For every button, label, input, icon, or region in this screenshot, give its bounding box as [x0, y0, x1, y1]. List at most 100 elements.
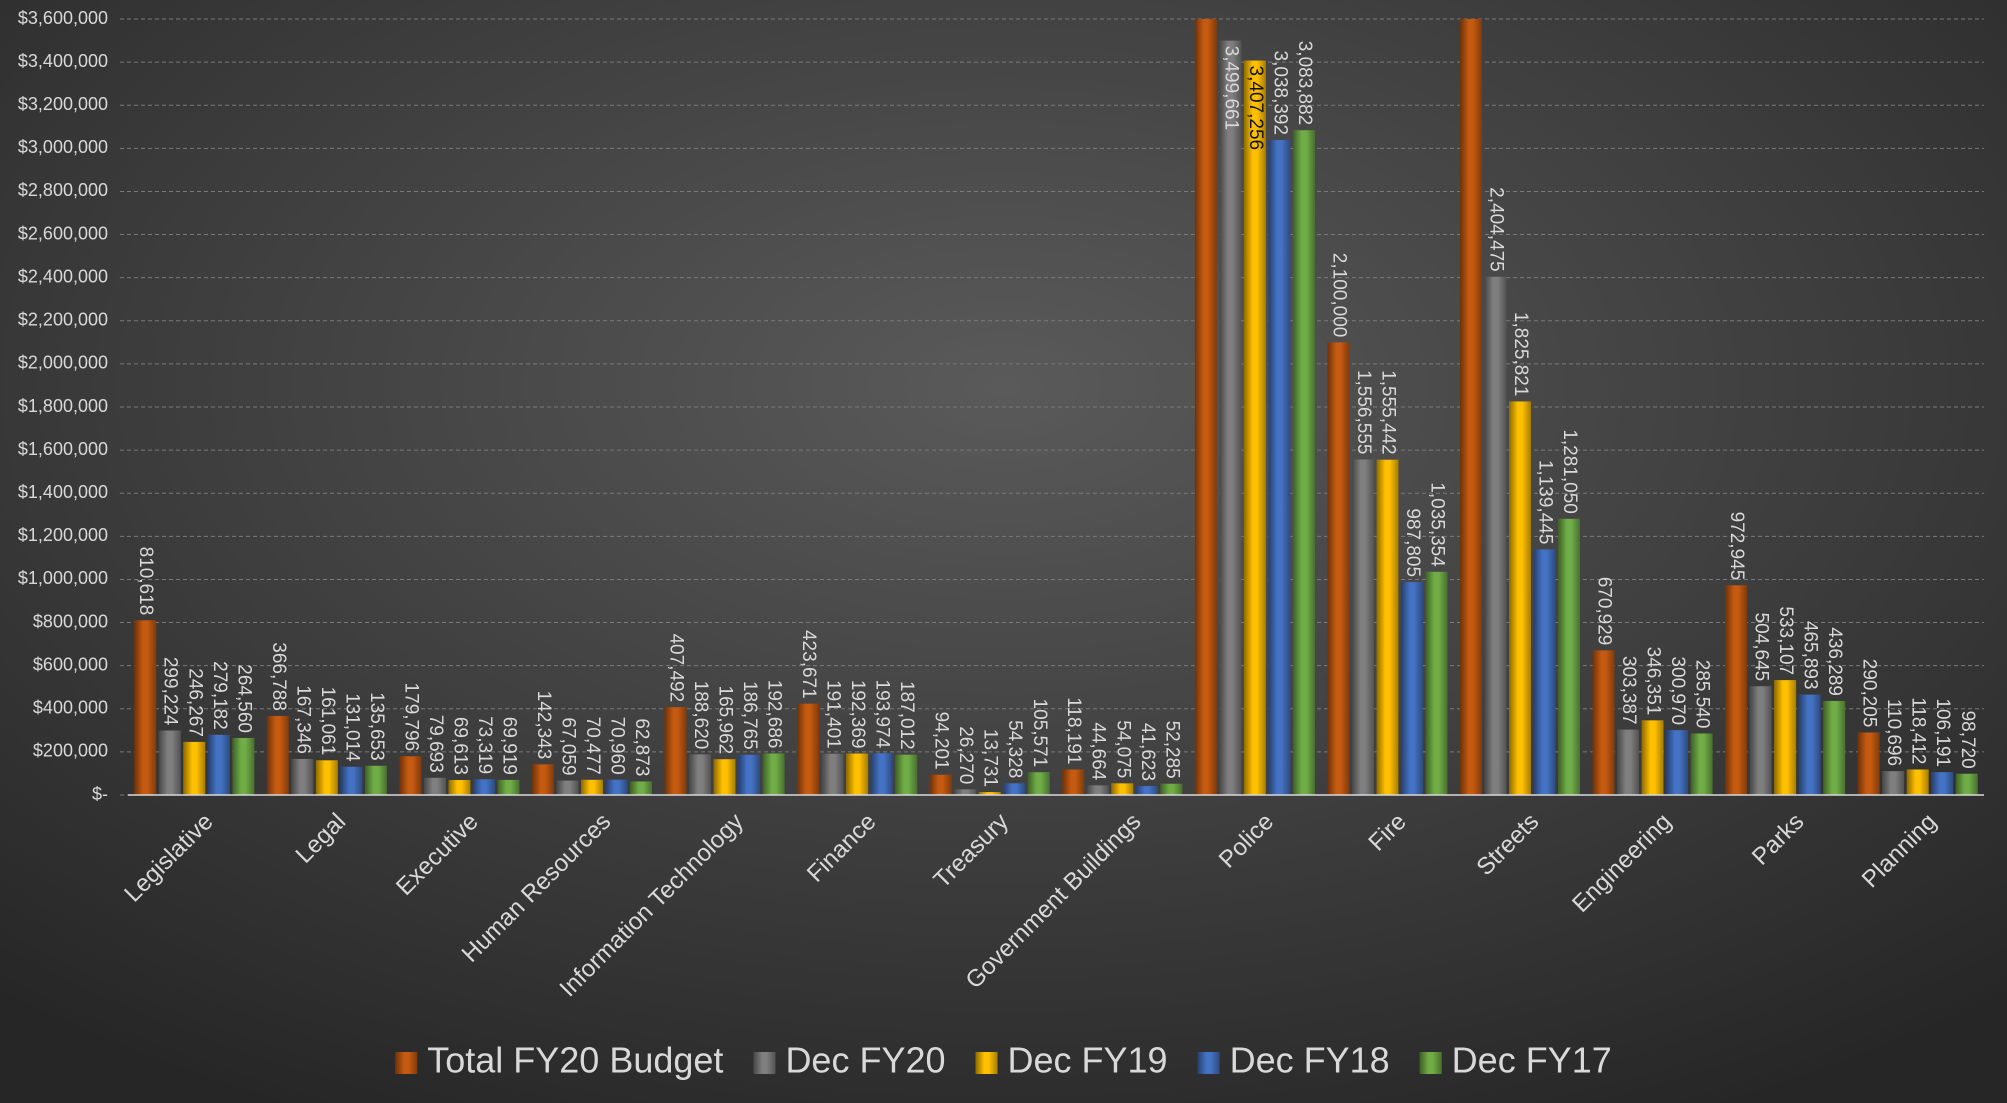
bar-shade — [1194, 19, 1217, 795]
data-label: 465,893 — [1800, 621, 1821, 690]
data-label: 246,267 — [184, 668, 205, 737]
legend-label: Dec FY20 — [785, 1040, 945, 1081]
bar-shade — [315, 760, 338, 795]
bar-shade — [1425, 571, 1448, 795]
data-label: 131,014 — [341, 693, 362, 762]
bar-shade — [1509, 401, 1531, 795]
data-label: 62,873 — [631, 718, 652, 776]
data-label: 3,038,392 — [1269, 51, 1290, 136]
bar-shade — [183, 741, 206, 795]
bar-shade — [1111, 783, 1134, 795]
bar-shade — [1327, 342, 1350, 795]
bar-shade — [1749, 686, 1772, 795]
bar-shade — [1003, 783, 1026, 795]
y-tick-label: $200,000 — [33, 741, 108, 761]
data-label: 54,075 — [1112, 720, 1133, 778]
data-label: 193,974 — [872, 680, 893, 749]
bar-shade — [1592, 650, 1615, 795]
data-label: 1,035,354 — [1426, 482, 1447, 567]
data-label: 161,061 — [317, 687, 338, 756]
data-label: 105,571 — [1029, 699, 1050, 768]
data-label: 70,960 — [607, 717, 628, 775]
data-label: 366,788 — [268, 642, 289, 711]
bar-shade — [1460, 19, 1482, 795]
bar-shade — [1135, 786, 1158, 795]
data-label: 290,205 — [1859, 659, 1880, 728]
data-label: 1,555,442 — [1377, 370, 1398, 455]
bar-shade — [232, 737, 255, 795]
bar-shade — [870, 753, 893, 795]
data-label: 436,289 — [1824, 627, 1845, 696]
legend-swatch-shade — [975, 1052, 998, 1074]
y-tick-label: $2,000,000 — [18, 353, 108, 373]
data-label: 191,401 — [823, 680, 844, 749]
data-label: 70,477 — [582, 717, 603, 775]
bar-shade — [1774, 680, 1797, 795]
bar-shade — [1219, 40, 1242, 796]
bar-shade — [1351, 459, 1374, 795]
bar-shade — [340, 766, 363, 795]
bar-shade — [1857, 732, 1880, 795]
data-label: 299,224 — [160, 657, 181, 726]
legend-swatch-shade — [753, 1052, 776, 1074]
y-tick-label: $2,800,000 — [18, 180, 108, 200]
y-tick-label: $400,000 — [33, 698, 108, 718]
bar-shade — [291, 758, 314, 795]
data-label: 2,100,000 — [1328, 253, 1349, 338]
legend-label: Total FY20 Budget — [427, 1040, 723, 1081]
y-tick-label: $3,600,000 — [18, 8, 108, 28]
bar-shade — [1484, 276, 1507, 796]
bar-shade — [1641, 720, 1664, 795]
y-tick-label: $1,000,000 — [18, 568, 108, 588]
bar-shade — [762, 753, 785, 795]
data-label: 142,343 — [533, 691, 554, 760]
data-label: 279,182 — [209, 661, 230, 730]
bar-shade — [1906, 769, 1929, 795]
bar-shade — [556, 780, 579, 795]
data-label: 3,499,661 — [1220, 46, 1241, 131]
bar-shade — [664, 707, 687, 795]
data-label: 167,346 — [292, 685, 313, 754]
data-label: 1,139,445 — [1535, 460, 1556, 545]
bar-shade — [713, 759, 736, 795]
y-tick-label: $1,800,000 — [18, 396, 108, 416]
bar-shade — [1268, 140, 1291, 795]
data-label: 670,929 — [1594, 577, 1615, 646]
bar-shade — [895, 754, 918, 795]
bar-shade — [1823, 700, 1846, 795]
data-label: 2,404,475 — [1485, 187, 1506, 272]
data-label: 192,686 — [764, 680, 785, 749]
bar-shade — [266, 715, 289, 795]
bar-shade — [1401, 582, 1423, 795]
bar-shade — [1690, 733, 1713, 795]
bar-shade — [581, 779, 603, 795]
bar-shade — [1027, 772, 1050, 795]
bar-shade — [399, 756, 422, 795]
bar-shade — [1533, 549, 1556, 795]
bar-shade — [134, 620, 157, 795]
bar-shade — [207, 734, 230, 795]
data-label: 106,191 — [1932, 698, 1953, 767]
data-label: 987,805 — [1402, 508, 1423, 577]
data-label: 1,556,555 — [1353, 370, 1374, 455]
legend-label: Dec FY19 — [1008, 1040, 1168, 1081]
legend-label: Dec FY18 — [1230, 1040, 1390, 1081]
data-label: 186,765 — [739, 681, 760, 750]
data-label: 54,328 — [1004, 720, 1025, 778]
data-label: 285,540 — [1692, 660, 1713, 729]
data-label: 188,620 — [690, 681, 711, 750]
bar-shade — [1086, 785, 1109, 795]
data-label: 972,945 — [1726, 512, 1747, 581]
data-label: 300,970 — [1667, 656, 1688, 725]
data-label: 407,492 — [666, 633, 687, 702]
data-label: 504,645 — [1751, 613, 1772, 682]
y-tick-label: $2,200,000 — [18, 310, 108, 330]
bar-shade — [473, 779, 495, 795]
y-tick-label: $1,200,000 — [18, 525, 108, 545]
y-tick-label: $3,400,000 — [18, 51, 108, 71]
y-tick-label: $2,600,000 — [18, 223, 108, 243]
data-label: 94,201 — [931, 712, 952, 770]
bar-shade — [821, 753, 844, 795]
